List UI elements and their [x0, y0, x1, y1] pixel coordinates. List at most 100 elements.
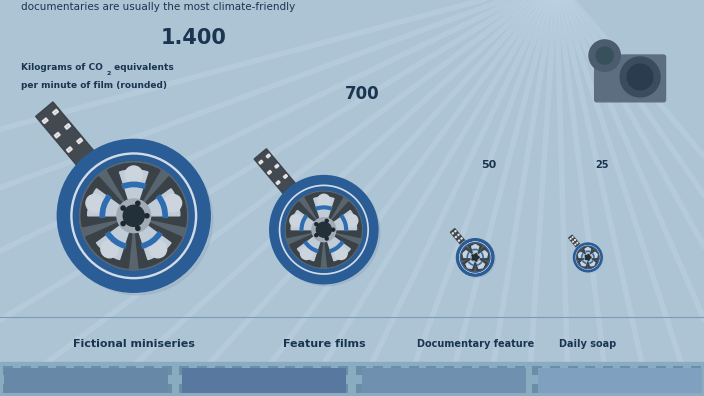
Bar: [373, 366, 384, 375]
Bar: [232, 366, 242, 375]
Circle shape: [476, 254, 477, 255]
Circle shape: [316, 222, 332, 237]
Bar: [303, 366, 313, 375]
Bar: [320, 366, 331, 375]
Polygon shape: [451, 228, 470, 251]
Circle shape: [273, 179, 380, 286]
Bar: [197, 366, 207, 375]
Bar: [532, 366, 542, 375]
Wedge shape: [86, 216, 134, 268]
Polygon shape: [467, 245, 468, 246]
Bar: [3, 366, 13, 375]
Wedge shape: [581, 257, 588, 266]
Bar: [462, 384, 472, 393]
Bar: [285, 384, 295, 393]
Wedge shape: [588, 252, 597, 257]
Circle shape: [270, 176, 377, 283]
Polygon shape: [54, 132, 61, 138]
Circle shape: [479, 264, 484, 268]
Bar: [567, 384, 577, 393]
Circle shape: [584, 254, 591, 261]
Wedge shape: [475, 251, 487, 257]
Bar: [320, 384, 331, 393]
Circle shape: [73, 156, 194, 276]
Wedge shape: [88, 189, 134, 216]
Polygon shape: [570, 238, 571, 240]
Circle shape: [457, 239, 495, 277]
Wedge shape: [585, 248, 591, 257]
Circle shape: [136, 201, 140, 206]
Bar: [268, 384, 277, 393]
Polygon shape: [579, 245, 580, 246]
Bar: [515, 384, 524, 393]
Bar: [73, 384, 84, 393]
Circle shape: [472, 259, 473, 260]
Bar: [109, 384, 119, 393]
Wedge shape: [324, 202, 361, 238]
Circle shape: [582, 262, 585, 266]
Wedge shape: [579, 252, 588, 257]
Polygon shape: [78, 161, 84, 167]
Text: 2: 2: [106, 71, 111, 76]
Circle shape: [80, 162, 188, 270]
Bar: [197, 384, 207, 393]
Polygon shape: [66, 147, 73, 152]
Circle shape: [346, 215, 358, 227]
Wedge shape: [134, 189, 180, 216]
Wedge shape: [314, 197, 334, 230]
Circle shape: [117, 199, 151, 233]
Circle shape: [463, 252, 467, 256]
Bar: [250, 384, 260, 393]
Bar: [409, 366, 419, 375]
Polygon shape: [292, 185, 296, 189]
Circle shape: [462, 244, 489, 271]
Wedge shape: [134, 216, 171, 260]
Circle shape: [577, 247, 598, 268]
Bar: [73, 366, 84, 375]
Bar: [162, 384, 172, 393]
Polygon shape: [455, 230, 456, 232]
Bar: [92, 366, 101, 375]
Circle shape: [585, 255, 586, 256]
Text: documentaries are usually the most climate-friendly: documentaries are usually the most clima…: [21, 2, 296, 12]
Bar: [162, 366, 172, 375]
Circle shape: [476, 260, 477, 261]
Polygon shape: [577, 247, 578, 248]
Bar: [180, 384, 189, 393]
Polygon shape: [283, 174, 287, 179]
Bar: [144, 384, 154, 393]
Bar: [444, 384, 454, 393]
Circle shape: [596, 47, 613, 64]
Circle shape: [285, 191, 363, 268]
Circle shape: [586, 255, 590, 259]
Wedge shape: [297, 230, 324, 261]
Bar: [92, 384, 101, 393]
Bar: [338, 366, 348, 375]
Bar: [409, 384, 419, 393]
Circle shape: [456, 238, 494, 276]
Circle shape: [586, 248, 589, 251]
Bar: [215, 366, 225, 375]
Circle shape: [591, 262, 594, 266]
Bar: [356, 366, 366, 375]
Bar: [303, 384, 313, 393]
Circle shape: [483, 252, 487, 256]
Circle shape: [101, 240, 118, 258]
Wedge shape: [579, 257, 588, 268]
Circle shape: [86, 194, 103, 212]
Bar: [127, 384, 137, 393]
Bar: [655, 384, 666, 393]
Bar: [620, 366, 631, 375]
Circle shape: [325, 219, 328, 222]
Bar: [4, 368, 168, 393]
Bar: [538, 368, 702, 393]
Polygon shape: [577, 242, 578, 244]
Circle shape: [590, 257, 591, 258]
Polygon shape: [461, 244, 463, 245]
Circle shape: [318, 194, 330, 207]
Polygon shape: [53, 109, 58, 115]
Polygon shape: [101, 167, 107, 173]
Polygon shape: [572, 237, 573, 238]
Text: Daily soap: Daily soap: [559, 339, 617, 348]
Wedge shape: [577, 250, 588, 259]
